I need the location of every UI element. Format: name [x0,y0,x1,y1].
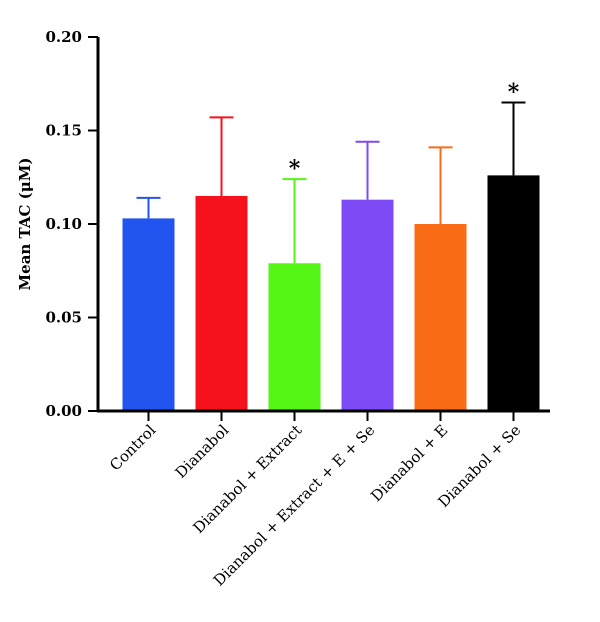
significance-marker: * [508,79,520,105]
bar [268,263,321,411]
bar [195,195,248,411]
y-tick-label: 0.20 [45,28,82,46]
significance-marker: * [289,156,301,182]
y-tick-label: 0.00 [45,402,82,420]
y-tick-label: 0.10 [45,215,82,233]
y-tick-label: 0.05 [45,309,82,327]
x-tick-label: Dianabol + E [367,421,451,505]
bar [341,199,394,411]
bar [414,224,467,411]
x-tick-label: Control [106,421,159,474]
y-tick-label: 0.15 [45,122,82,140]
x-tick-label: Dianabol + Extract + E + Se [210,421,379,590]
x-tick-label: Dianabol [172,421,233,482]
y-axis-label: Mean TAC (μM) [16,158,34,291]
bar [122,218,175,411]
bar [487,175,540,411]
